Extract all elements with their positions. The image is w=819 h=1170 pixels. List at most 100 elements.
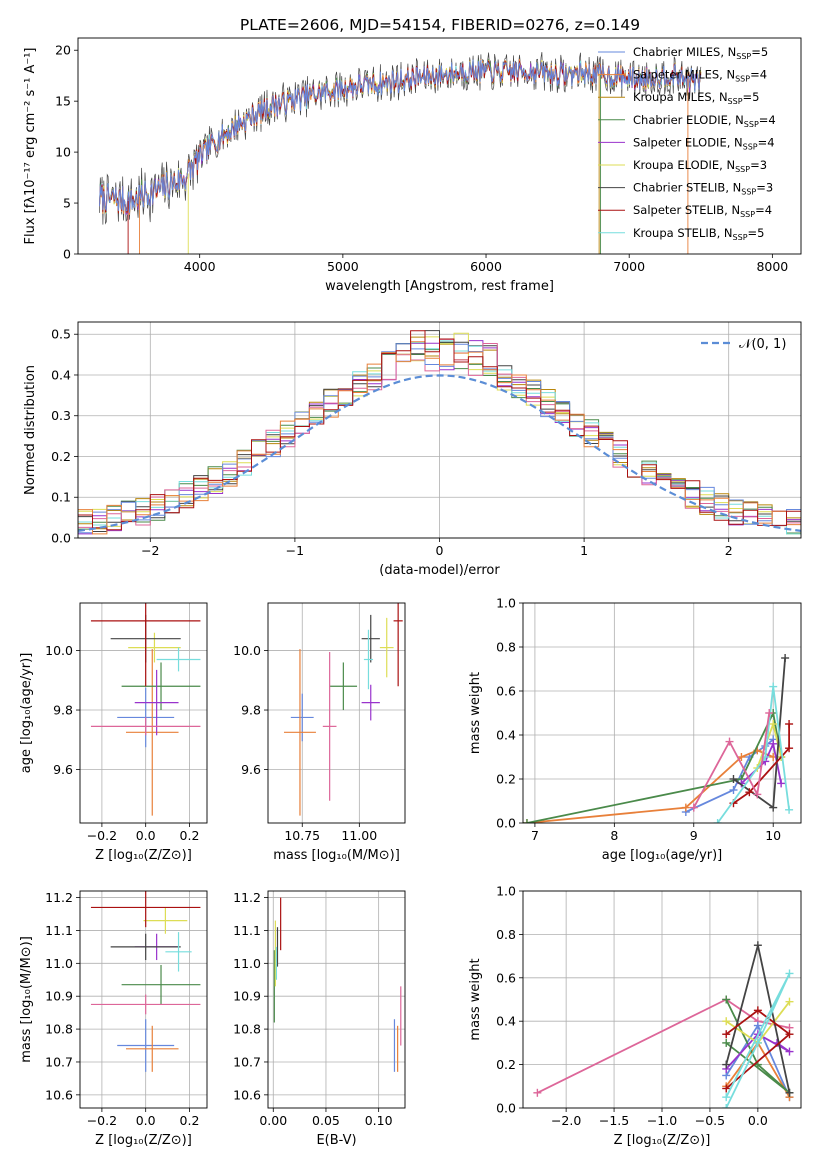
x-axis-label: (data-model)/error	[379, 563, 500, 578]
y-tick-label: 10.6	[233, 1087, 261, 1102]
y-tick-label: 10.9	[45, 989, 73, 1004]
y-tick-label: 20	[55, 43, 71, 58]
x-tick-label: −1	[286, 543, 304, 558]
plot-area	[523, 654, 794, 823]
axes-frame	[267, 890, 406, 1109]
y-tick-label: 0.0	[51, 531, 71, 546]
histogram-step-5	[78, 332, 801, 535]
legend-label: Kroupa MILES, NSSP=5	[633, 90, 759, 106]
y-tick-label: 10.7	[45, 1054, 73, 1069]
plot-area	[273, 897, 402, 1072]
axes-frame	[522, 890, 802, 1109]
x-tick-label: 8000	[756, 259, 788, 274]
y-tick-label: 0.8	[496, 927, 516, 942]
x-axis-label: mass [log₁₀(M/M⊙)]	[273, 848, 400, 863]
weight-line-8	[725, 973, 791, 1108]
y-tick-label: 9.6	[53, 762, 73, 777]
y-tick-label: 1.0	[496, 596, 516, 611]
x-tick-label: −0.5	[695, 1113, 725, 1128]
x-tick-label: 0.2	[180, 828, 200, 843]
y-axis-label: age [log₁₀(age/yr)]	[19, 653, 34, 774]
legend-label: Chabrier ELODIE, NSSP=4	[633, 113, 776, 129]
y-tick-label: 10	[55, 145, 71, 160]
x-tick-label: −2.0	[551, 1113, 581, 1128]
y-tick-label: 10.7	[233, 1054, 261, 1069]
spectrum-line-0	[99, 59, 702, 213]
x-axis-label: Z [log₁₀(Z/Z⊙)]	[95, 1133, 192, 1148]
x-tick-label: 10.75	[284, 828, 320, 843]
y-tick-label: 0.4	[51, 367, 71, 382]
plot-area	[99, 52, 702, 254]
y-tick-label: 0.0	[496, 1101, 516, 1116]
legend-label: Chabrier STELIB, NSSP=3	[633, 181, 773, 197]
y-tick-label: 10.9	[233, 989, 261, 1004]
axes-frame	[79, 890, 208, 1109]
y-tick-label: 5	[63, 196, 71, 211]
x-axis-label: wavelength [Angstrom, rest frame]	[325, 279, 554, 294]
y-tick-label: 1.0	[496, 884, 516, 899]
legend-label: Salpeter STELIB, NSSP=4	[633, 203, 772, 219]
y-tick-label: 0.1	[51, 490, 71, 505]
weight-line-9	[693, 712, 771, 809]
x-tick-label: 2	[725, 543, 733, 558]
axes-frame	[79, 602, 208, 824]
y-axis-label: Flux [fλ10⁻¹⁷ erg cm⁻² s⁻¹ A⁻¹]	[23, 48, 38, 245]
legend-label: Kroupa STELIB, NSSP=5	[633, 226, 764, 242]
x-tick-label: −2	[141, 543, 159, 558]
y-tick-label: 10.6	[45, 1087, 73, 1102]
y-axis-label: Normed distribution	[23, 365, 38, 495]
x-tick-label: 0.0	[748, 1113, 768, 1128]
axes-frame	[77, 321, 802, 539]
y-tick-label: 11.1	[45, 923, 73, 938]
x-tick-label: −1.5	[599, 1113, 629, 1128]
histogram-step-8	[78, 340, 801, 535]
panel-mass-vs-Z: −0.2 0.0 0.2 10.6 10.7 10.8 10.9 11.0 11.1 11.2 Z …	[19, 890, 208, 1148]
x-tick-label: 9	[690, 828, 698, 843]
panel-mass-vs-EBV: 0.00 0.05 0.10 10.6 10.7 10.8 10.9 11.0 11.1 11.2…	[233, 890, 406, 1148]
x-tick-label: 5000	[327, 259, 359, 274]
y-tick-label: 10.0	[233, 643, 261, 658]
y-tick-label: 0.6	[496, 684, 516, 699]
weight-line-1	[526, 749, 774, 823]
weight-line-9	[537, 998, 790, 1094]
y-tick-label: 0	[63, 247, 71, 262]
axes-frame	[77, 37, 802, 255]
weight-line-8	[716, 686, 790, 823]
y-tick-label: 9.8	[241, 703, 261, 718]
x-axis-label: age [log₁₀(age/yr)]	[602, 848, 723, 863]
y-tick-label: 0.4	[496, 1014, 516, 1029]
x-tick-label: 0.2	[180, 1113, 200, 1128]
histogram-step-1	[78, 341, 801, 535]
y-tick-label: 10.8	[45, 1022, 73, 1037]
x-tick-label: 0.10	[365, 1113, 393, 1128]
y-tick-label: 0.8	[496, 640, 516, 655]
plot-area	[90, 891, 201, 1072]
histogram-step-7	[78, 330, 801, 535]
x-tick-label: 0.0	[136, 1113, 156, 1128]
y-tick-label: 0.2	[496, 1057, 516, 1072]
y-axis-label: mass weight	[468, 672, 483, 754]
plot-area	[283, 603, 403, 816]
legend-label: Salpeter MILES, NSSP=4	[633, 68, 767, 84]
y-tick-label: 10.0	[45, 643, 73, 658]
x-tick-label: 1	[580, 543, 588, 558]
x-axis-label: Z [log₁₀(Z/Z⊙)]	[95, 848, 192, 863]
y-tick-label: 0.2	[496, 772, 516, 787]
legend-label: Kroupa ELODIE, NSSP=3	[633, 158, 767, 174]
weight-line-3	[526, 710, 782, 823]
x-tick-label: 0.00	[259, 1113, 287, 1128]
y-axis-label: mass weight	[468, 958, 483, 1040]
weight-line-7	[732, 724, 790, 804]
x-axis-label: E(B-V)	[316, 1133, 356, 1148]
y-tick-label: 11.1	[233, 923, 261, 938]
panel-residuals: −2 −1 0 1 2 0.0 0.1 0.2 0.3 0.4 0.5 (data-model)/er…	[23, 321, 802, 578]
axes-frame	[267, 602, 406, 824]
y-tick-label: 0.0	[496, 816, 516, 831]
x-tick-label: 7	[531, 828, 539, 843]
x-tick-label: 10	[765, 828, 781, 843]
figure-title: PLATE=2606, MJD=54154, FIBERID=0276, z=0…	[240, 16, 640, 34]
y-axis-label: mass [log₁₀(M/M⊙)]	[19, 936, 34, 1063]
y-tick-label: 0.4	[496, 728, 516, 743]
y-tick-label: 11.2	[45, 890, 73, 905]
